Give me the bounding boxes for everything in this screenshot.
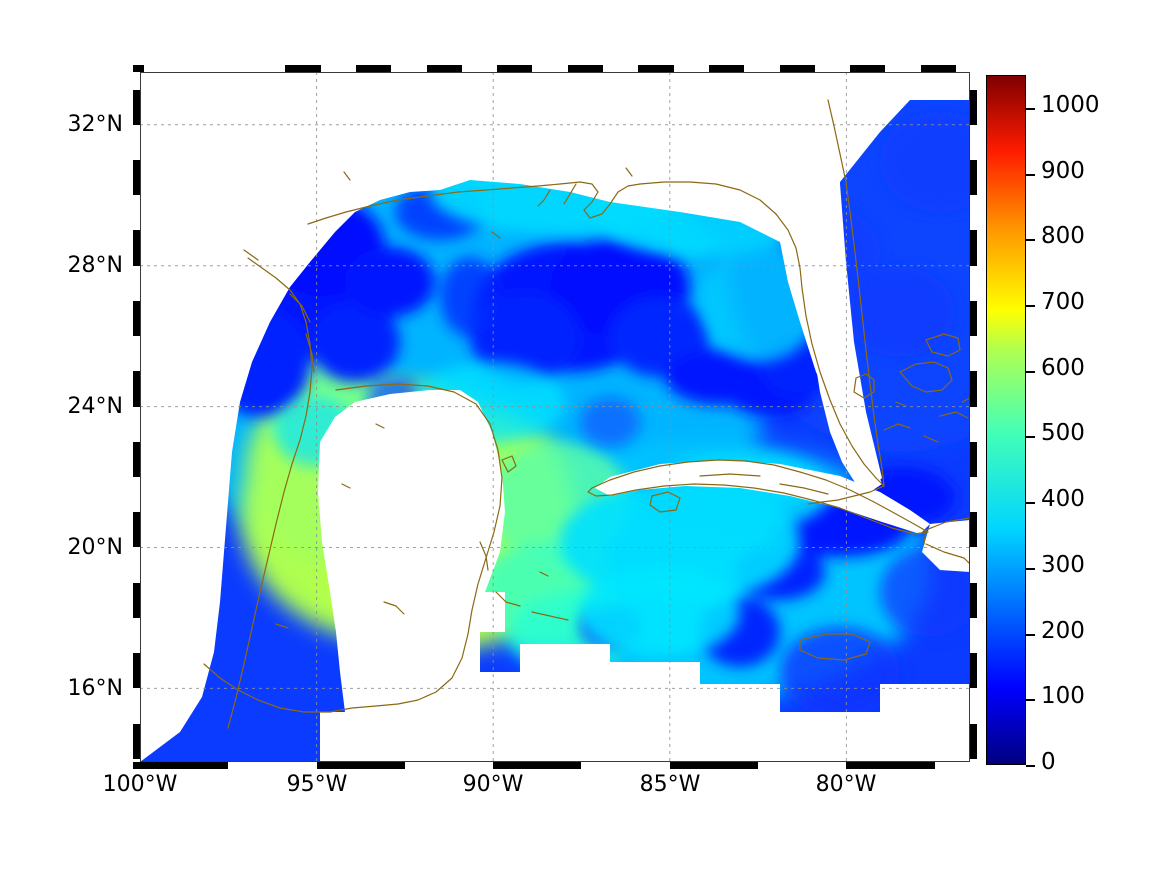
frame-band-top-seg — [497, 65, 533, 72]
frame-band-left-seg — [133, 89, 140, 125]
colorbar-tick-label-100: 100 — [1041, 683, 1085, 710]
map-panel — [133, 65, 977, 769]
frame-band-bottom-seg — [493, 762, 582, 769]
colorbar-tick-label-700: 700 — [1041, 289, 1085, 315]
frame-band-left-seg — [133, 653, 140, 689]
frame-band-top-seg — [285, 65, 321, 72]
frame-band-left — [133, 72, 140, 762]
frame-band-left-seg — [133, 441, 140, 477]
axis-line-left — [140, 72, 141, 762]
map-raster-and-coastlines — [140, 72, 970, 762]
colorbar-tick-200 — [1026, 633, 1035, 636]
frame-band-right-seg — [970, 512, 977, 548]
frame-band-top-seg — [850, 65, 886, 72]
frame-band-top-seg — [133, 65, 144, 72]
frame-band-left-seg — [133, 371, 140, 407]
colorbar-tick-700 — [1026, 305, 1035, 307]
colorbar-tick-300 — [1026, 567, 1035, 570]
lon-tick-label-95w: 95°W — [286, 772, 348, 797]
colorbar-tick-label-400: 400 — [1041, 486, 1085, 513]
colorbar-tick-1000 — [1026, 107, 1035, 110]
frame-band-top-seg — [779, 65, 815, 72]
frame-band-right-seg — [970, 723, 977, 759]
lon-tick-label-90w: 90°W — [462, 772, 524, 797]
axis-line-bottom — [140, 761, 970, 762]
lat-tick-label-20n: 20°N — [67, 535, 123, 560]
lon-tick-label-85w: 85°W — [639, 772, 701, 797]
lon-tick-label-100w: 100°W — [102, 772, 178, 797]
frame-band-top-seg — [708, 65, 745, 72]
frame-band-top-seg — [920, 65, 956, 72]
frame-band-bottom-seg — [669, 762, 759, 769]
colorbar-tick-0 — [1026, 765, 1035, 767]
frame-band-left-seg — [133, 230, 140, 266]
frame-band-left-seg — [133, 300, 140, 336]
frame-band-right — [970, 72, 977, 762]
colorbar-tick-100 — [1026, 699, 1035, 702]
frame-band-left-seg — [133, 582, 140, 618]
frame-band-bottom-seg — [846, 762, 935, 769]
map-gridlines — [140, 72, 970, 762]
frame-band-right-seg — [970, 89, 977, 125]
map-plot-area — [140, 72, 970, 762]
lat-tick-label-16n: 16°N — [67, 676, 123, 701]
frame-band-top — [133, 65, 977, 72]
frame-band-top-seg — [355, 65, 392, 72]
colorbar-tick-800 — [1026, 239, 1035, 242]
colorbar-tick-label-1000: 1000 — [1041, 92, 1100, 118]
frame-band-top-seg — [638, 65, 674, 72]
lon-tick-label-80w: 80°W — [815, 772, 877, 797]
lat-tick-label-24n: 24°N — [67, 394, 123, 419]
axis-line-right — [969, 72, 970, 762]
frame-band-bottom-seg — [133, 762, 144, 769]
frame-band-bottom-seg — [144, 762, 229, 769]
frame-band-top-seg — [426, 65, 462, 72]
frame-band-left-seg — [133, 512, 140, 548]
colorbar-tick-label-900: 900 — [1041, 157, 1085, 184]
colorbar-tick-label-0: 0 — [1041, 749, 1056, 775]
colorbar-tick-600 — [1026, 370, 1035, 373]
frame-band-left-seg — [133, 160, 140, 196]
land-and-nodata-mask — [140, 72, 970, 762]
lat-tick-label-32n: 32°N — [67, 112, 123, 137]
colorbar-tick-500 — [1026, 436, 1035, 439]
axis-line-top — [140, 72, 970, 73]
frame-band-right-seg — [970, 653, 977, 689]
lat-tick-label-28n: 28°N — [67, 253, 123, 278]
colorbar-gradient — [986, 75, 1026, 765]
colorbar-tick-label-300: 300 — [1041, 551, 1085, 578]
colorbar-tick-label-600: 600 — [1041, 354, 1085, 381]
colorbar: 1000 900 800 700 600 500 400 300 200 100… — [986, 75, 1100, 775]
frame-band-right-seg — [970, 582, 977, 618]
colorbar-tick-400 — [1026, 502, 1035, 505]
frame-band-bottom-seg — [316, 762, 405, 769]
frame-band-top-seg — [567, 65, 603, 72]
colorbar-tick-label-500: 500 — [1041, 420, 1085, 447]
frame-band-right-seg — [970, 230, 977, 266]
frame-band-right-seg — [970, 371, 977, 407]
frame-band-right-seg — [970, 300, 977, 336]
coastlines — [203, 99, 970, 729]
colorbar-tick-label-200: 200 — [1041, 617, 1085, 644]
colorbar-tick-label-800: 800 — [1041, 223, 1085, 250]
frame-band-right-seg — [970, 160, 977, 196]
colorbar-tick-900 — [1026, 173, 1035, 176]
frame-band-right-seg — [970, 441, 977, 477]
frame-band-left-seg — [133, 723, 140, 759]
